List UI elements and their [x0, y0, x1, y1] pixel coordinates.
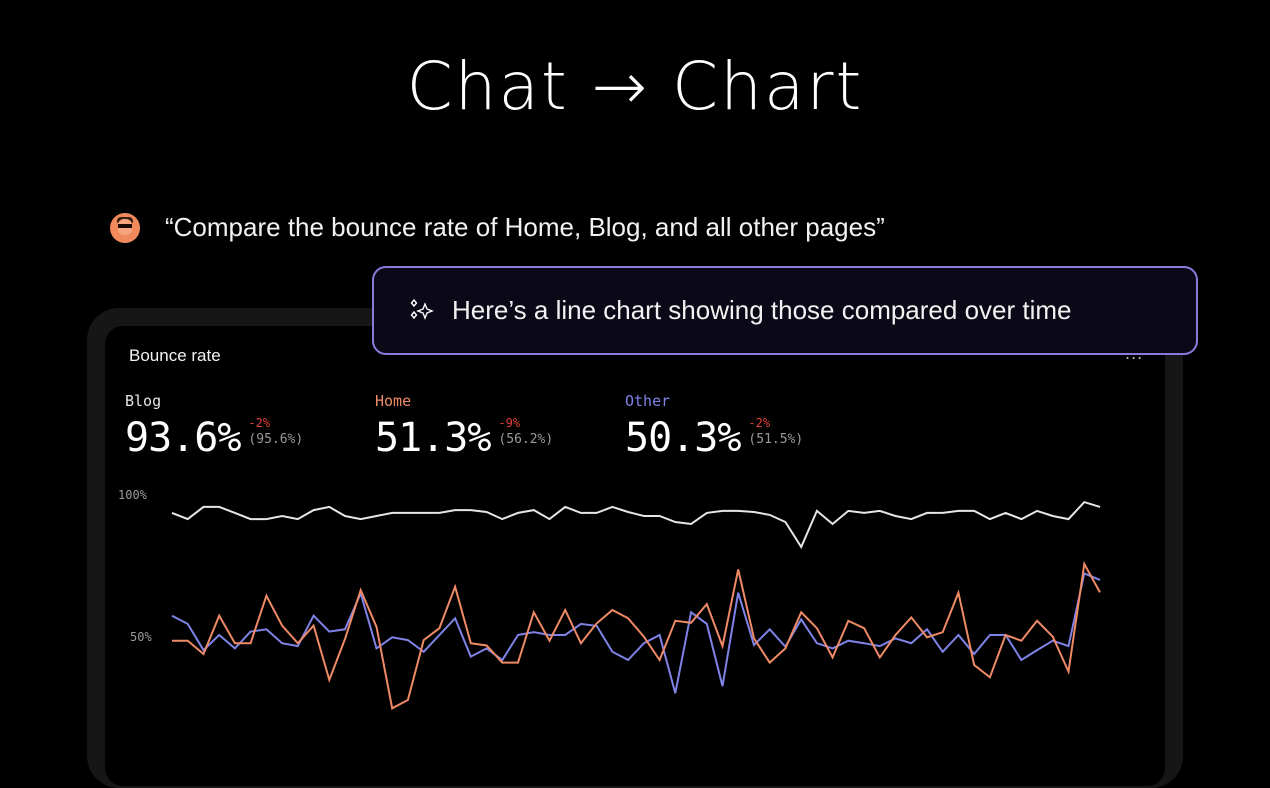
- metric-value: 51.3%: [375, 415, 491, 461]
- line-chart: 100% 50%: [118, 488, 1101, 710]
- response-text: Here’s a line chart showing those compar…: [452, 295, 1072, 325]
- metric-other: Other 50.3% -2% (51.5%): [625, 392, 803, 460]
- bounce-rate-card: Bounce rate ... Blog 93.6% -2%(95.6%) Ho…: [105, 326, 1165, 786]
- metric-previous: (95.6%): [248, 432, 304, 447]
- metric-delta: -2%: [748, 416, 771, 430]
- series-line-blog: [171, 500, 1101, 550]
- y-tick-50: 50%: [130, 630, 152, 644]
- metric-delta: -2%: [248, 416, 271, 430]
- page-title: Chat → Chart: [406, 48, 864, 125]
- card-title: Bounce rate: [129, 346, 221, 365]
- metric-home: Home 51.3% -9% (56.2%): [375, 392, 553, 460]
- metric-delta: -9%: [498, 416, 521, 430]
- series-line-home: [172, 560, 1101, 710]
- metric-previous: (51.5%): [748, 432, 804, 447]
- metric-value: 93.6%: [125, 415, 241, 461]
- assistant-response-bubble: Here’s a line chart showing those compar…: [372, 266, 1198, 355]
- sparkle-icon: [410, 298, 434, 320]
- prompt-text: “Compare the bounce rate of Home, Blog, …: [165, 212, 885, 242]
- metric-blog: Blog 93.6% -2% (95.6%): [125, 392, 303, 460]
- metric-label: Blog: [125, 392, 162, 410]
- metric-previous: (56.2%): [498, 432, 554, 447]
- metric-label: Other: [625, 392, 671, 410]
- metric-label: Home: [375, 392, 412, 410]
- user-prompt: “Compare the bounce rate of Home, Blog, …: [110, 212, 885, 243]
- metric-value: 50.3%: [625, 415, 741, 461]
- series-line-other: [171, 572, 1101, 694]
- user-avatar-icon: [110, 212, 140, 243]
- y-tick-100: 100%: [118, 488, 148, 502]
